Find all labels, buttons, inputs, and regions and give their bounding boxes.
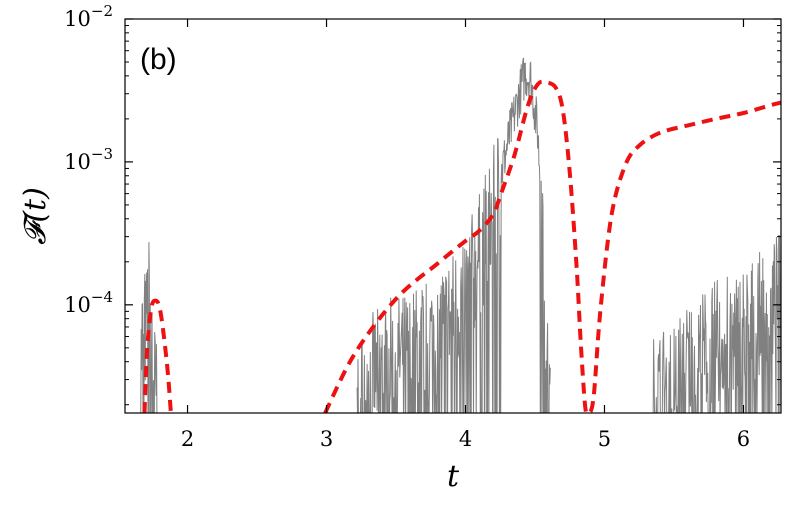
x-tick-label: 2 xyxy=(181,427,194,451)
x-tick-label: 5 xyxy=(598,427,611,451)
x-tick-label: 3 xyxy=(320,427,333,451)
y-tick-label: 10−2 xyxy=(64,2,113,31)
y-tick-label: 10−3 xyxy=(64,145,113,174)
series-dashed-line xyxy=(142,79,781,413)
x-tick-label: 6 xyxy=(737,427,750,451)
panel-label: (b) xyxy=(140,43,177,76)
y-axis-label: 𝓕(t) xyxy=(18,187,53,245)
plot-frame xyxy=(124,18,782,414)
x-axis-label: t xyxy=(447,459,460,494)
y-tick-label: 10−4 xyxy=(64,288,113,317)
x-tick-label: 4 xyxy=(459,427,472,451)
